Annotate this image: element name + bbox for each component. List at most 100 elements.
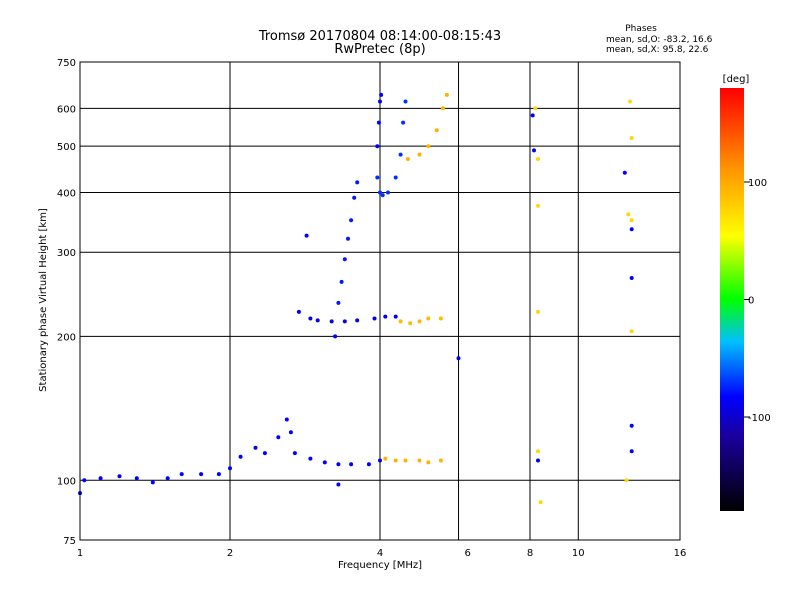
data-point (375, 175, 380, 180)
data-point (398, 319, 403, 324)
data-point (355, 180, 360, 185)
data-point (322, 460, 327, 465)
data-point (228, 466, 232, 471)
data-point (426, 144, 431, 149)
chart-subtitle: RwPretec (8p) (334, 42, 425, 57)
data-point (150, 480, 155, 485)
data-point (98, 476, 103, 481)
data-point (375, 144, 380, 149)
x-tick-label: 6 (465, 548, 471, 559)
data-point (379, 92, 384, 97)
y-tick-label: 200 (57, 332, 76, 343)
data-point (629, 136, 634, 140)
data-point (536, 309, 540, 314)
data-point (536, 458, 540, 463)
data-point (393, 458, 398, 463)
data-point (378, 458, 382, 463)
data-point (308, 316, 313, 321)
data-point (333, 334, 338, 339)
data-point (440, 106, 445, 111)
data-point (336, 482, 341, 487)
data-point (349, 462, 354, 467)
data-point (383, 314, 388, 319)
data-point (380, 193, 385, 198)
data-point (456, 356, 461, 361)
colorbar-tick-label: -100 (748, 413, 771, 424)
phase-stats-x: mean, sd,X: 95.8, 22.6 (606, 45, 709, 55)
data-point (304, 233, 309, 238)
colorbar-label: [deg] (723, 74, 750, 85)
data-point (253, 445, 258, 450)
y-tick-label: 500 (57, 142, 76, 153)
data-point (336, 462, 341, 467)
data-point (438, 316, 443, 321)
tick-layer: 1 2 4 6 8 10 16 75 100 200 300 400 500 600 750 (57, 58, 686, 559)
data-point (408, 321, 413, 326)
data-point (629, 227, 634, 232)
data-point (296, 309, 301, 314)
data-point (629, 423, 634, 428)
data-point (530, 113, 535, 118)
colorbar (720, 88, 744, 511)
data-point (199, 472, 204, 477)
data-point (329, 319, 334, 324)
data-point (82, 478, 87, 483)
data-point (238, 454, 243, 459)
data-point (629, 276, 634, 280)
phase-stats-o: mean, sd,O: -83.2, 16.6 (606, 35, 713, 45)
x-tick-label: 1 (77, 548, 83, 559)
x-tick-label: 16 (674, 548, 687, 559)
data-point (403, 99, 408, 104)
data-point (117, 474, 122, 479)
x-tick-label: 4 (377, 548, 383, 559)
data-point (378, 190, 382, 195)
y-tick-label: 750 (57, 58, 76, 69)
data-point (342, 319, 347, 324)
data-point (536, 449, 540, 454)
data-point (288, 430, 293, 435)
phase-stats-heading: Phases (625, 24, 657, 34)
colorbar-tick-label: 100 (748, 178, 767, 189)
x-tick-label: 10 (572, 548, 585, 559)
data-point (622, 170, 627, 175)
data-point (426, 460, 431, 465)
data-point (624, 478, 629, 483)
data-point (629, 449, 634, 454)
data-point (315, 318, 320, 323)
data-point (401, 120, 406, 125)
data-point (346, 236, 350, 241)
data-point (372, 316, 377, 321)
data-point (393, 175, 398, 180)
y-axis-label: Stationary phase Virtual Height [km] (38, 208, 49, 392)
data-point (532, 148, 536, 153)
y-tick-label: 100 (57, 476, 76, 487)
data-point (536, 157, 540, 161)
colorbar-tick-label: 0 (748, 296, 754, 307)
data-point (533, 106, 538, 111)
data-point (165, 476, 170, 481)
data-point (417, 152, 422, 157)
data-point (262, 451, 267, 456)
data-point (628, 99, 632, 104)
y-tick-label: 600 (57, 104, 76, 115)
data-point (538, 500, 543, 505)
data-point (629, 218, 634, 223)
data-point (336, 300, 341, 305)
y-tick-label: 400 (57, 188, 76, 199)
x-tick-label: 8 (527, 548, 533, 559)
data-point (417, 319, 422, 324)
data-point (426, 316, 431, 321)
data-point (398, 152, 403, 157)
grid-layer (80, 62, 680, 540)
chart-title: Tromsø 20170804 08:14:00-08:15:43 (258, 29, 501, 44)
data-point (308, 456, 313, 461)
y-tick-label: 75 (63, 536, 76, 547)
data-point (378, 99, 382, 104)
data-point (434, 128, 439, 133)
data-points (78, 92, 634, 505)
y-tick-label: 300 (57, 248, 76, 259)
data-point (366, 462, 371, 467)
data-point (339, 279, 344, 284)
data-point (342, 257, 347, 262)
